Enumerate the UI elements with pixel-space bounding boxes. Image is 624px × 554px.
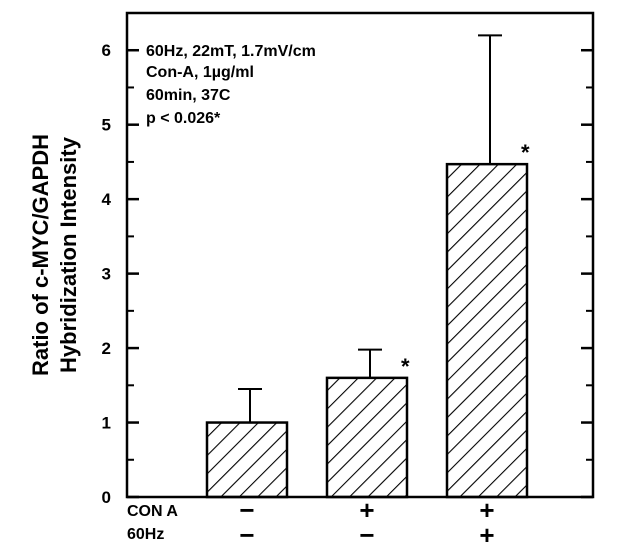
y-tick-label: 2 bbox=[102, 339, 111, 358]
y-axis-label-line1: Ratio of c-MYC/GAPDH bbox=[28, 134, 53, 376]
annotation-block: 60Hz, 22mT, 1.7mV/cm Con-A, 1µg/ml 60min… bbox=[146, 43, 316, 127]
bar bbox=[445, 162, 529, 499]
annotation-line: p < 0.026* bbox=[146, 110, 221, 127]
bar bbox=[325, 376, 409, 499]
y-tick-label: 5 bbox=[102, 116, 111, 135]
y-tick-label: 0 bbox=[102, 488, 111, 507]
y-tick-label: 4 bbox=[102, 190, 112, 209]
condition-sign: − bbox=[359, 520, 374, 550]
bar-series: ** bbox=[205, 34, 530, 499]
annotation-line: Con-A, 1µg/ml bbox=[146, 64, 254, 81]
condition-sign: + bbox=[359, 495, 374, 525]
condition-sign: − bbox=[239, 520, 254, 550]
y-tick-label: 3 bbox=[102, 265, 111, 284]
y-axis: 0 1 2 3 4 5 6 bbox=[102, 41, 593, 507]
condition-sign: + bbox=[479, 495, 494, 525]
y-tick-label: 1 bbox=[102, 414, 111, 433]
significance-star: * bbox=[401, 354, 410, 379]
condition-label-60hz: 60Hz bbox=[127, 526, 164, 543]
condition-sign: − bbox=[239, 495, 254, 525]
y-axis-label-line2: Hybridization Intensity bbox=[56, 136, 81, 373]
condition-signs: − + +− − + bbox=[239, 495, 494, 550]
annotation-line: 60Hz, 22mT, 1.7mV/cm bbox=[146, 43, 316, 60]
condition-label-con-a: CON A bbox=[127, 503, 178, 520]
annotation-line: 60min, 37C bbox=[146, 87, 231, 104]
bar bbox=[205, 421, 289, 499]
significance-star: * bbox=[521, 140, 530, 165]
condition-sign: + bbox=[479, 520, 494, 550]
y-tick-label: 6 bbox=[102, 41, 111, 60]
